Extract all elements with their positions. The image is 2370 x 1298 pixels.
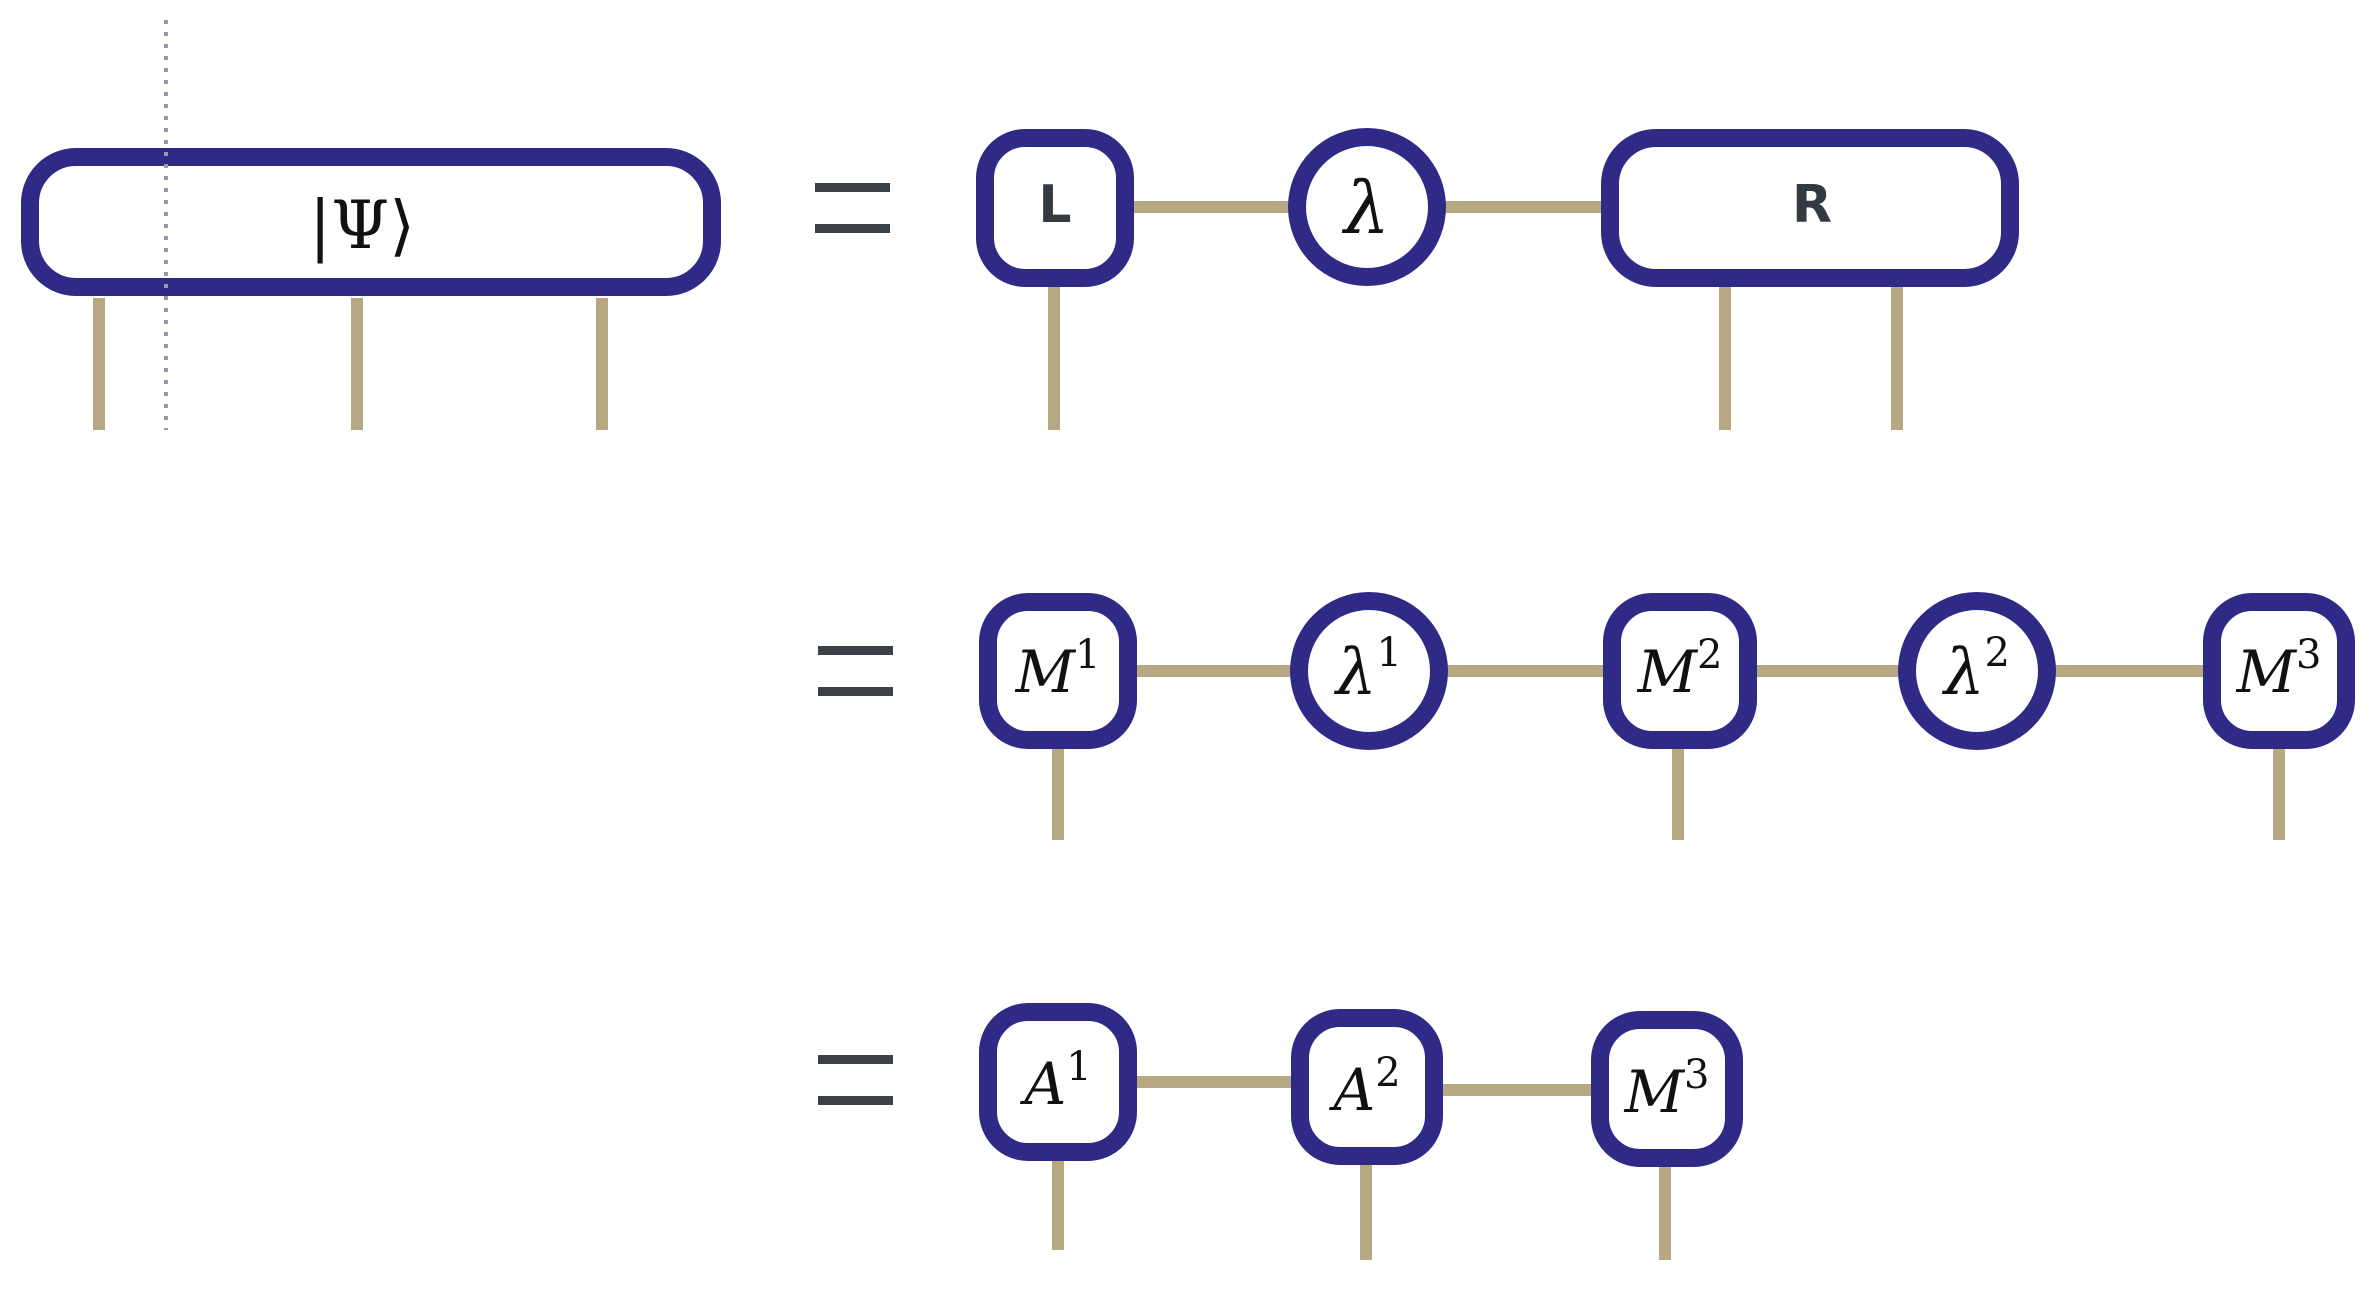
A2-label: A2 xyxy=(1328,1050,1400,1124)
R-tensor xyxy=(1601,129,2019,287)
A1-tensor xyxy=(979,1003,1137,1161)
M3-tensor xyxy=(2203,593,2355,749)
A2-tensor xyxy=(1291,1009,1443,1165)
equals-sign-2 xyxy=(818,646,893,696)
M3-tensor-row3 xyxy=(1591,1011,1743,1167)
lambda-tensor xyxy=(1288,128,1446,286)
row-1: |Ψ⟩ L λ R xyxy=(21,20,2019,430)
lambda-label: λ xyxy=(1341,166,1390,250)
lambda1-tensor xyxy=(1290,592,1448,750)
row-2: M1 λ1 M2 λ2 M3 xyxy=(818,592,2355,840)
R-label: R xyxy=(1792,175,1832,235)
M1-tensor xyxy=(979,593,1137,749)
L-tensor xyxy=(976,129,1134,287)
psi-legs xyxy=(93,298,608,430)
row-3: A1 A2 M3 xyxy=(818,1003,1743,1260)
psi-tensor xyxy=(21,148,721,296)
M1-label: M1 xyxy=(1015,632,1101,706)
equals-sign-1 xyxy=(815,183,890,233)
equals-sign-3 xyxy=(818,1055,893,1105)
M2-tensor xyxy=(1603,593,1757,749)
L-label: L xyxy=(1038,175,1071,235)
lambda1-label: λ1 xyxy=(1333,630,1402,710)
A1-label: A1 xyxy=(1019,1044,1091,1118)
M2-label: M2 xyxy=(1637,632,1723,706)
M3-label-row3: M3 xyxy=(1624,1052,1710,1126)
M3-label: M3 xyxy=(2236,632,2322,706)
lambda2-label: λ2 xyxy=(1941,630,2010,710)
lambda2-tensor xyxy=(1898,592,2056,750)
psi-label: |Ψ⟩ xyxy=(309,187,415,264)
